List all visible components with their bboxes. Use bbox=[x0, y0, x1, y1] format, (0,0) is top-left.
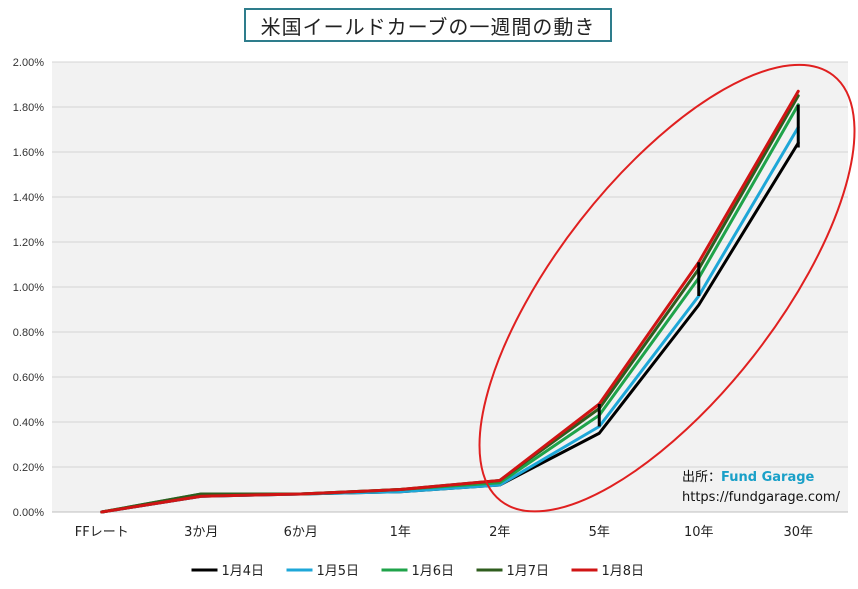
x-tick-label: 6か月 bbox=[284, 525, 318, 540]
x-tick-label: 5年 bbox=[589, 525, 610, 540]
x-tick-label: 30年 bbox=[783, 525, 813, 540]
series-line-5 bbox=[100, 89, 800, 514]
y-tick-label: 1.40% bbox=[13, 192, 44, 204]
y-tick-label: 0.40% bbox=[13, 417, 44, 429]
y-tick-label: 1.80% bbox=[13, 102, 44, 114]
y-axis: 0.00% 0.20% 0.40% 0.60% 0.80% 1.00% 1.20% 1.40%… bbox=[13, 57, 44, 519]
legend-label-1: 1月4日 bbox=[222, 564, 265, 579]
x-axis: FFレート 3か月 6か月 1年 2年 5年 10年 30年 bbox=[75, 525, 813, 540]
y-tick-label: 0.80% bbox=[13, 327, 44, 339]
legend: 1月4日 1月5日 1月6日 1月7日 1月8日 bbox=[191, 564, 645, 579]
y-tick-label: 0.60% bbox=[13, 372, 44, 384]
grid-layer bbox=[52, 61, 848, 513]
source-prefix: 出所： bbox=[682, 470, 722, 485]
legend-label-4: 1月7日 bbox=[507, 564, 550, 579]
y-tick-label: 1.00% bbox=[13, 282, 44, 294]
source-label: 出所：Fund Garage bbox=[682, 466, 814, 485]
y-tick-label: 0.00% bbox=[13, 507, 44, 519]
chart-title: 米国イールドカーブの一週間の動き bbox=[244, 8, 612, 42]
source-url[interactable]: https://fundgarage.com/ bbox=[682, 490, 840, 505]
x-tick-label: 2年 bbox=[489, 525, 510, 540]
x-tick-label: 10年 bbox=[684, 525, 714, 540]
y-tick-label: 0.20% bbox=[13, 462, 44, 474]
x-tick-label: 3か月 bbox=[184, 525, 218, 540]
legend-label-5: 1月8日 bbox=[602, 564, 645, 579]
series-layer bbox=[100, 89, 800, 514]
spread-markers bbox=[597, 104, 800, 427]
highlight-ellipse bbox=[478, 63, 856, 513]
y-tick-label: 1.20% bbox=[13, 237, 44, 249]
x-tick-label: 1年 bbox=[390, 525, 411, 540]
x-tick-label: FFレート bbox=[75, 525, 129, 540]
legend-label-2: 1月5日 bbox=[317, 564, 360, 579]
source-brand: Fund Garage bbox=[721, 470, 815, 485]
y-tick-label: 1.60% bbox=[13, 147, 44, 159]
legend-label-3: 1月6日 bbox=[412, 564, 455, 579]
y-tick-label: 2.00% bbox=[13, 57, 44, 69]
